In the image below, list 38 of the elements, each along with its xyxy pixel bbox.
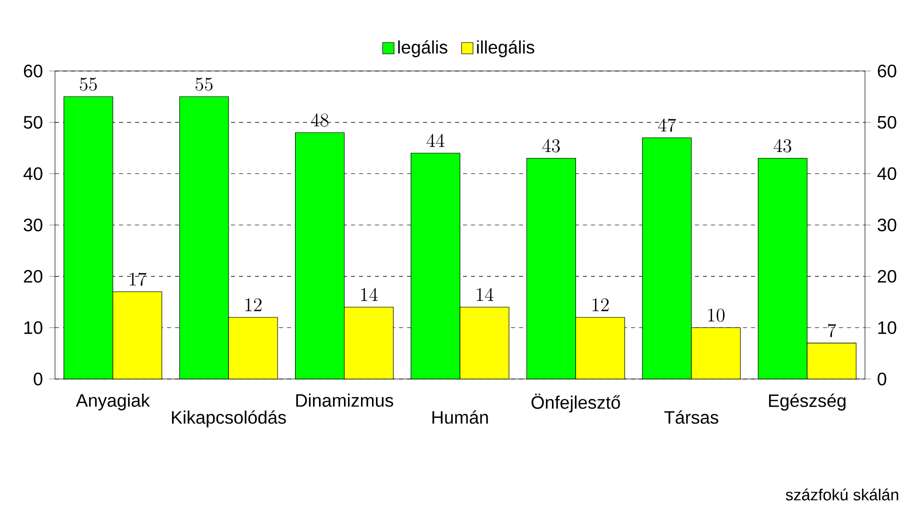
y2-tick-label: 40: [877, 167, 896, 180]
y-tick-label: 10: [24, 321, 42, 334]
y2-tick-label: 10: [878, 321, 896, 334]
x-tick-label: Dinamizmus: [296, 394, 394, 407]
data-label: 12: [592, 298, 609, 312]
data-label: 7: [828, 324, 836, 338]
y2-tick-label: 0: [878, 372, 886, 386]
data-label: 48: [310, 113, 328, 127]
x-tick-label: Kikapcsolódás: [172, 410, 286, 428]
x-tick-label: Önfejlesztő: [532, 394, 620, 412]
y2-tick-label: 50: [878, 116, 896, 129]
legend-label: legális: [398, 40, 448, 58]
data-label: 12: [245, 298, 262, 312]
data-label: 14: [476, 288, 494, 301]
data-label: 55: [196, 78, 213, 91]
data-label: 44: [426, 134, 444, 147]
y-tick-label: 40: [23, 167, 42, 180]
text: százfokú skálán: [786, 488, 898, 500]
y-tick-label: 50: [24, 116, 42, 129]
y-tick-label: 30: [24, 218, 42, 232]
data-label: 55: [80, 78, 97, 91]
y-tick-label: 0: [34, 372, 42, 386]
data-label: 17: [130, 272, 146, 286]
x-tick-label: Egészség: [769, 394, 846, 411]
x-tick-label: Humán: [432, 410, 488, 424]
y-tick-label: 60: [24, 64, 42, 78]
y2-tick-label: 60: [878, 64, 896, 78]
data-label: 47: [658, 118, 676, 132]
legend-label: illegális: [477, 40, 534, 58]
x-tick-label: Társas: [664, 410, 718, 424]
y-tick-label: 20: [24, 270, 42, 283]
data-label: 10: [708, 308, 725, 322]
x-tick-label: Anyagiak: [76, 394, 150, 410]
data-label: 43: [542, 139, 560, 152]
data-label: 43: [774, 139, 792, 152]
y2-tick-label: 30: [878, 218, 896, 232]
data-label: 14: [361, 288, 378, 301]
y2-tick-label: 20: [878, 270, 896, 283]
